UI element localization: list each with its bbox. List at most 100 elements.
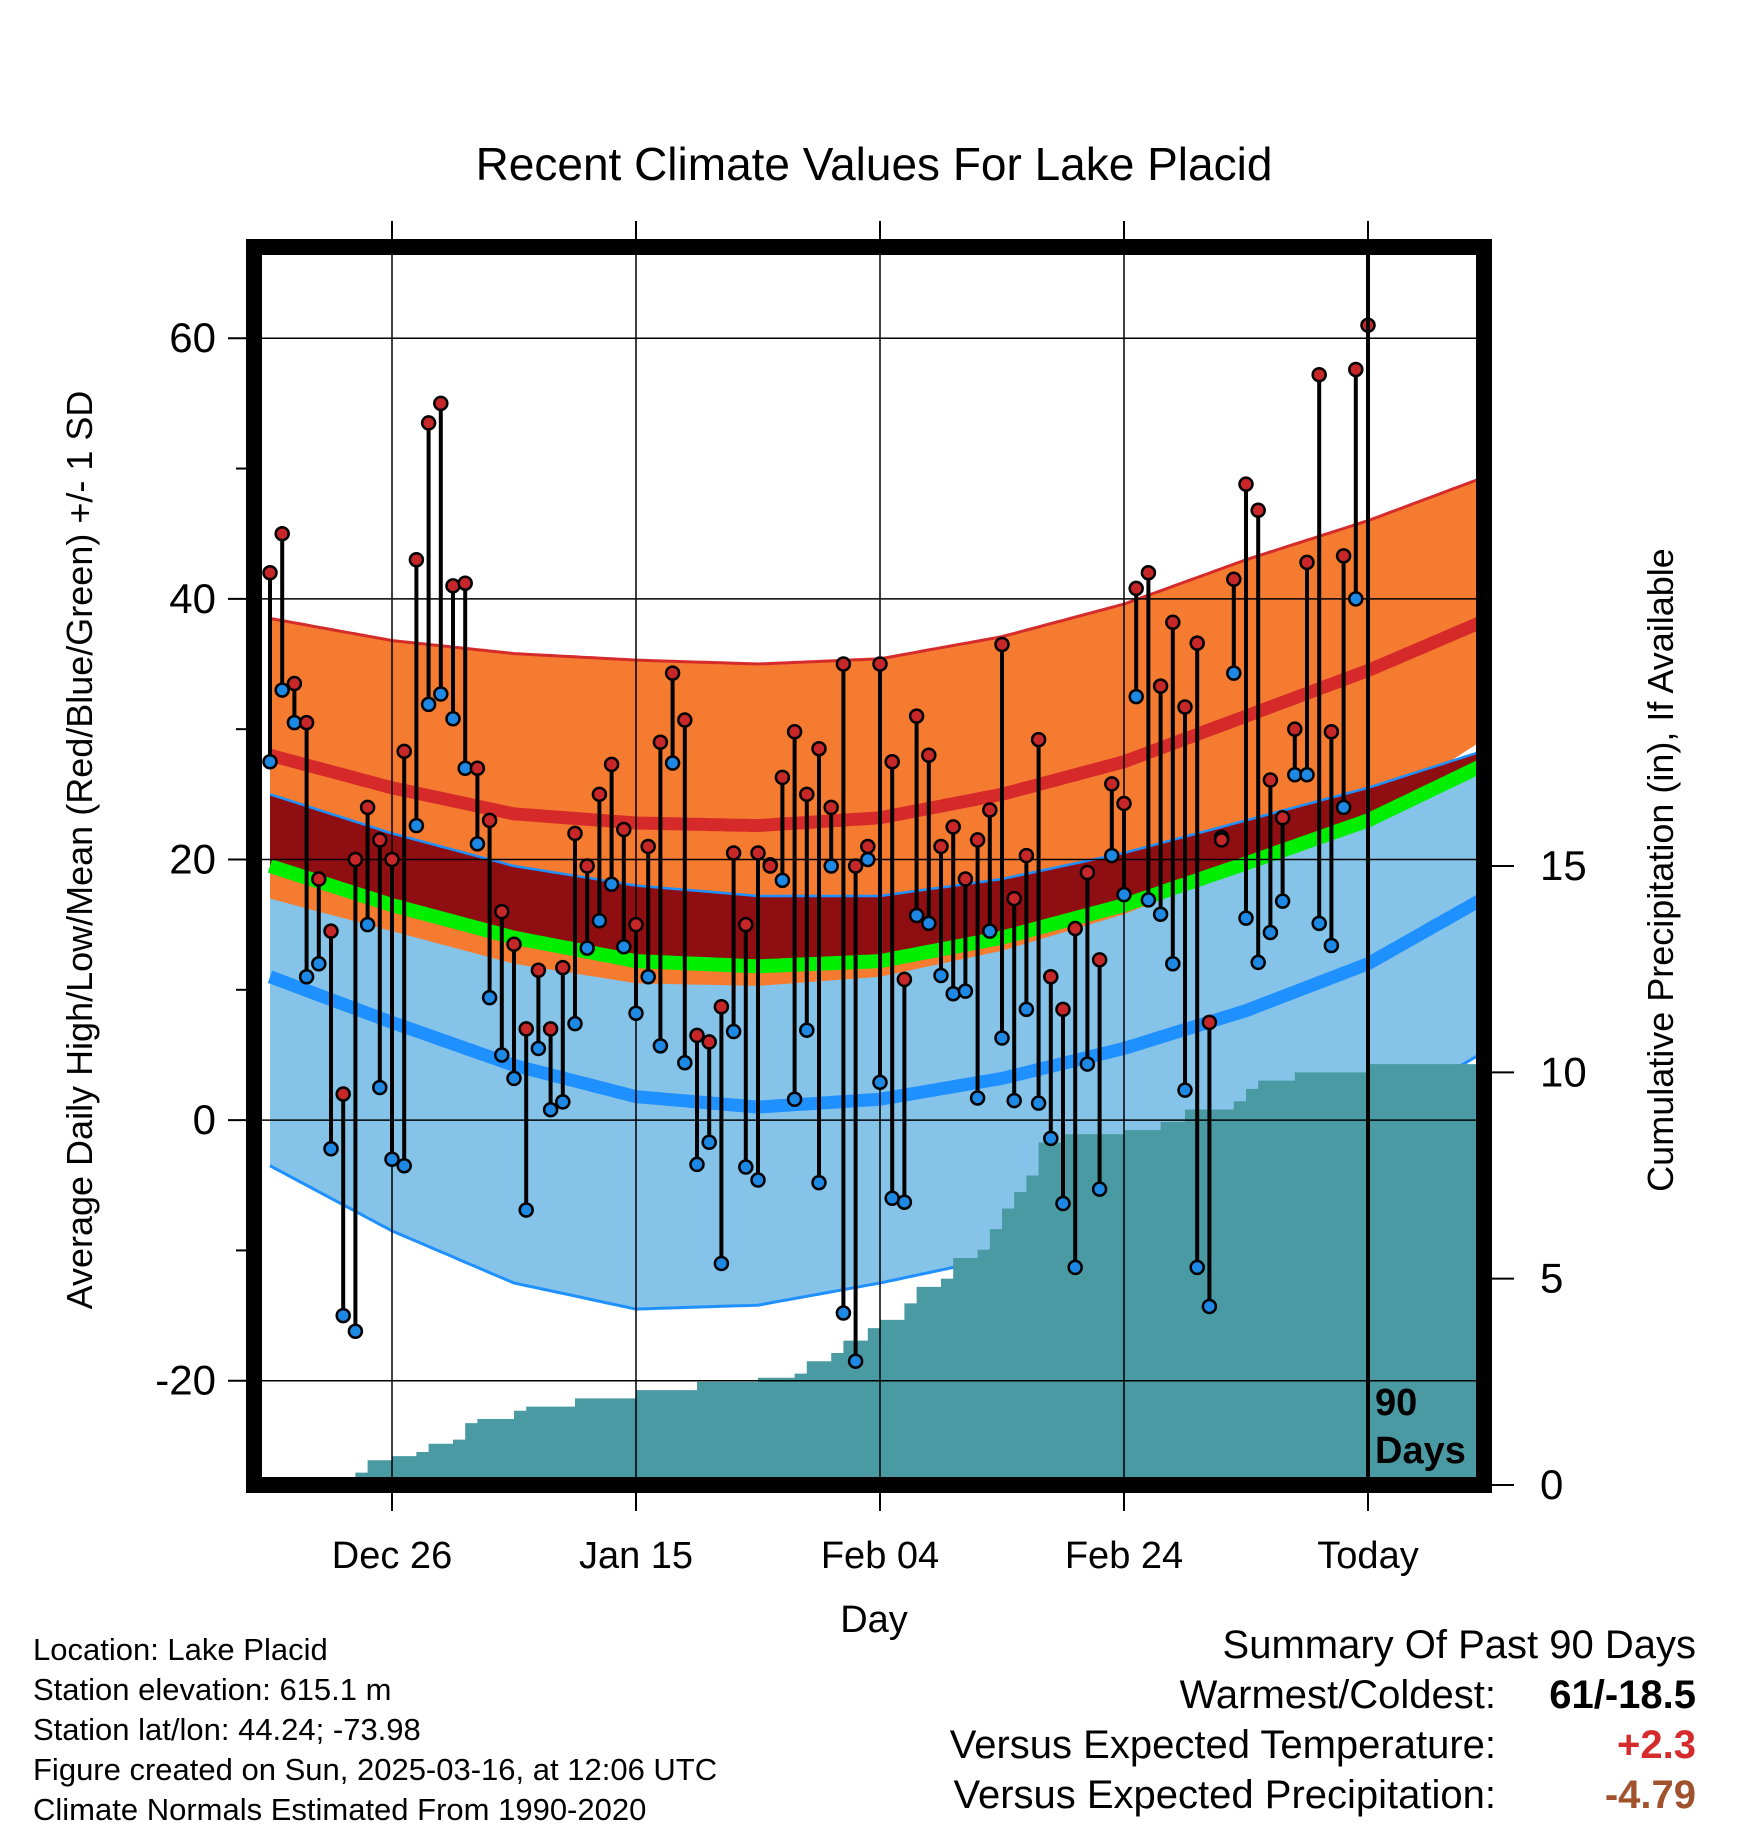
daily-low-point xyxy=(860,851,876,868)
daily-low-point xyxy=(1152,906,1169,922)
daily-low-point xyxy=(994,1030,1010,1046)
daily-low-point xyxy=(1335,799,1352,816)
daily-low-point xyxy=(872,1074,888,1091)
daily-low-point xyxy=(1104,847,1120,864)
daily-low-point xyxy=(1262,924,1279,941)
daily-low-point xyxy=(494,1047,510,1063)
daily-high-point xyxy=(969,832,986,848)
y-tick-label: 20 xyxy=(169,835,216,882)
daily-high-point xyxy=(1067,920,1083,937)
daily-low-point xyxy=(567,1015,583,1032)
daily-high-point xyxy=(469,760,486,777)
daily-low-point xyxy=(1018,1001,1035,1018)
daily-low-point xyxy=(1238,910,1254,926)
daily-high-point xyxy=(506,936,522,952)
y2-axis-label: Cumulative Precipitation (in), If Availa… xyxy=(1640,548,1681,1192)
daily-high-point xyxy=(1348,361,1364,378)
daily-low-point xyxy=(335,1307,351,1324)
daily-low-point xyxy=(372,1079,388,1096)
daily-low-point xyxy=(1079,1056,1096,1072)
daily-high-point xyxy=(1177,699,1193,715)
daily-high-point xyxy=(1323,724,1340,740)
daily-high-point xyxy=(1018,847,1035,864)
daily-low-point xyxy=(396,1157,412,1174)
y2-tick-label: 5 xyxy=(1540,1255,1563,1302)
station-info: Location: Lake Placid Station elevation:… xyxy=(33,1630,717,1830)
daily-high-point xyxy=(1213,832,1230,848)
daily-low-point xyxy=(1128,688,1144,705)
daily-low-point xyxy=(774,872,791,889)
info-latlon: Station lat/lon: 44.24; -73.98 xyxy=(33,1712,421,1747)
daily-high-point xyxy=(396,743,412,760)
info-created: Figure created on Sun, 2025-03-16, at 12… xyxy=(33,1752,718,1787)
daily-low-point xyxy=(689,1156,705,1173)
daily-high-point xyxy=(1091,952,1108,968)
y-tick-label: 40 xyxy=(169,575,216,622)
daily-low-point xyxy=(1189,1259,1205,1276)
temp-anomaly-value: +2.3 xyxy=(1617,1723,1696,1767)
daily-low-point xyxy=(1091,1181,1108,1197)
daily-high-point xyxy=(603,756,620,773)
daily-high-point xyxy=(274,525,290,542)
daily-low-point xyxy=(1250,954,1266,971)
daily-high-point xyxy=(921,747,937,763)
daily-low-point xyxy=(799,1022,815,1038)
cumulative-precip-area xyxy=(270,1064,1484,1485)
daily-high-point xyxy=(677,712,693,728)
info-elevation: Station elevation: 615.1 m xyxy=(33,1672,392,1707)
today-marker-label: 90 xyxy=(1375,1382,1417,1424)
daily-low-point xyxy=(298,969,315,985)
daily-low-point xyxy=(701,1134,717,1151)
daily-low-point xyxy=(445,710,461,727)
warmest-coldest-value: 61/-18.5 xyxy=(1549,1673,1696,1717)
summary-warmest-coldest: Warmest/Coldest: 61/-18.5 xyxy=(950,1670,1696,1720)
daily-high-point xyxy=(860,838,876,855)
daily-low-point xyxy=(713,1255,730,1272)
daily-low-point xyxy=(530,1040,547,1057)
daily-low-point xyxy=(433,686,449,702)
daily-high-point xyxy=(872,656,888,672)
x-tick-label: Today xyxy=(1317,1535,1418,1577)
daily-high-point xyxy=(786,724,803,740)
x-tick-label: Dec 26 xyxy=(332,1535,452,1577)
daily-high-point xyxy=(884,753,900,770)
daily-low-point xyxy=(274,682,290,698)
daily-low-point xyxy=(1043,1130,1059,1147)
daily-high-point xyxy=(298,714,315,731)
daily-high-point xyxy=(1128,580,1144,597)
y2-tick-label: 10 xyxy=(1540,1048,1587,1095)
daily-high-point xyxy=(286,675,303,692)
daily-low-point xyxy=(652,1038,669,1054)
daily-low-point xyxy=(957,983,974,999)
daily-high-point xyxy=(567,825,583,842)
daily-high-point xyxy=(1006,890,1022,907)
daily-low-point xyxy=(616,939,632,955)
daily-high-point xyxy=(762,858,778,874)
daily-low-point xyxy=(1067,1259,1083,1276)
plot-frame xyxy=(246,239,1492,1493)
daily-high-point xyxy=(457,575,473,591)
y-tick-label: -20 xyxy=(155,1357,216,1404)
y-tick-label: 0 xyxy=(193,1096,216,1143)
daily-low-point xyxy=(738,1159,754,1175)
daily-high-point xyxy=(628,916,644,933)
daily-high-point xyxy=(494,903,510,920)
daily-high-point xyxy=(542,1021,559,1037)
daily-high-point xyxy=(664,665,681,681)
daily-low-point xyxy=(1201,1298,1218,1315)
daily-low-point xyxy=(542,1101,559,1118)
daily-low-point xyxy=(1348,591,1364,607)
daily-low-point xyxy=(1177,1082,1193,1098)
summary-panel: Summary Of Past 90 Days Warmest/Coldest:… xyxy=(950,1620,1696,1820)
daily-high-point xyxy=(1030,731,1047,748)
daily-high-point xyxy=(555,959,571,976)
daily-high-point xyxy=(1226,571,1242,588)
y2-tick-label: 0 xyxy=(1540,1461,1563,1508)
daily-high-point xyxy=(933,838,949,855)
daily-low-point xyxy=(1165,955,1181,972)
daily-high-point xyxy=(445,578,461,594)
daily-low-point xyxy=(1323,937,1340,954)
daily-high-point xyxy=(359,799,376,816)
daily-high-point xyxy=(811,740,827,757)
